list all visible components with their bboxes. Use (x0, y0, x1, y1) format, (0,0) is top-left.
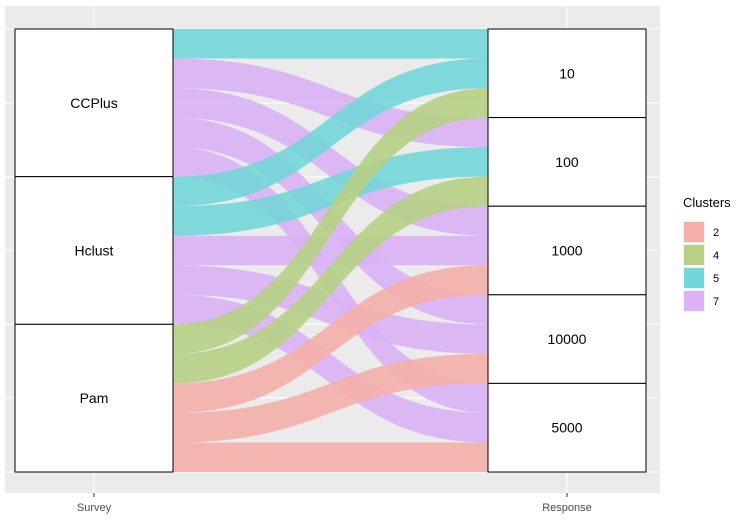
stratum-response-10000 (487, 294, 647, 384)
flow-hclust-to-10000 (173, 265, 488, 354)
stratum-response-1000 (487, 205, 647, 296)
stratum-label-100: 100 (555, 154, 579, 170)
flows-group (173, 29, 488, 472)
flow-hclust-to-5000 (173, 294, 488, 443)
stratum-label-5000: 5000 (551, 420, 582, 436)
stratum-label-ccplus: CCPlus (70, 95, 117, 111)
stratum-label-1000: 1000 (551, 243, 582, 259)
flow-pam-to-5000 (173, 442, 488, 472)
strata-group: CCPlus Hclust Pam 10 100 1000 10000 5000 (14, 28, 647, 473)
legend-swatch-4 (684, 245, 704, 265)
flow-hclust-to-10 (173, 58, 488, 207)
stratum-label-hclust: Hclust (75, 243, 114, 259)
stratum-response-100 (487, 117, 647, 207)
legend: Clusters 2 4 5 7 (683, 195, 731, 312)
legend-label-7: 7 (713, 296, 719, 308)
stratum-label-10000: 10000 (548, 331, 587, 347)
axis-ticks: Survey Response (77, 493, 592, 514)
stratum-survey-pam (14, 323, 174, 473)
legend-label-5: 5 (713, 273, 719, 285)
stratum-response-10 (487, 28, 647, 119)
flow-pam-to-1000 (173, 265, 488, 413)
legend-swatch-5 (684, 268, 704, 288)
stratum-survey-hclust (14, 176, 174, 325)
legend-label-2: 2 (713, 227, 719, 239)
flow-ccplus-to-10 (173, 29, 488, 59)
legend-label-4: 4 (713, 250, 719, 262)
flow-pam-to-10000 (173, 353, 488, 443)
stratum-label-pam: Pam (80, 390, 109, 406)
flow-hclust-to-100 (173, 147, 488, 236)
flow-pam-to-10 (173, 88, 488, 354)
flow-pam-to-100 (173, 176, 488, 384)
stratum-label-10: 10 (559, 65, 575, 81)
legend-swatch-2 (684, 222, 704, 242)
legend-title: Clusters (683, 195, 731, 210)
legend-swatch-7 (684, 291, 704, 311)
stratum-response-5000 (487, 382, 647, 473)
x-tick-label-response: Response (542, 502, 592, 514)
flow-hclust-to-1000 (173, 235, 488, 266)
x-tick-label-survey: Survey (77, 502, 112, 514)
